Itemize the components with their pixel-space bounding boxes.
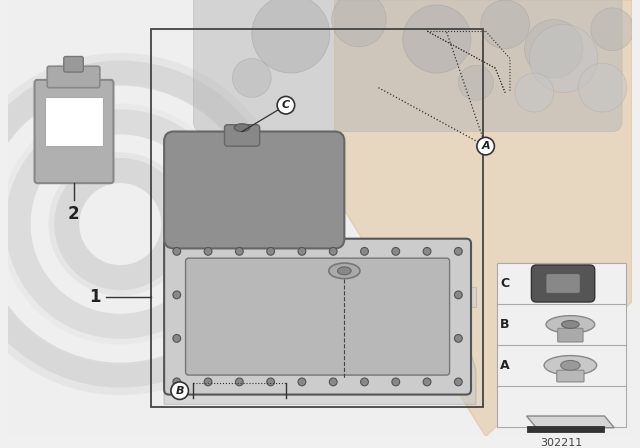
Circle shape (454, 335, 462, 342)
FancyBboxPatch shape (64, 56, 83, 72)
Bar (164, 288, 476, 307)
Ellipse shape (329, 263, 360, 279)
Circle shape (525, 19, 583, 78)
Circle shape (454, 378, 462, 386)
Text: 1: 1 (90, 288, 100, 306)
Ellipse shape (337, 267, 351, 275)
Circle shape (477, 138, 494, 155)
Circle shape (454, 291, 462, 299)
Text: B: B (175, 386, 184, 396)
Circle shape (454, 247, 462, 255)
Circle shape (173, 335, 180, 342)
Circle shape (591, 8, 634, 51)
Polygon shape (527, 416, 614, 428)
FancyBboxPatch shape (225, 125, 260, 146)
Polygon shape (335, 0, 632, 436)
Ellipse shape (561, 361, 580, 370)
Circle shape (267, 247, 275, 255)
FancyBboxPatch shape (557, 328, 583, 342)
Circle shape (360, 247, 369, 255)
FancyBboxPatch shape (546, 274, 580, 293)
Text: C: C (500, 277, 509, 290)
Circle shape (458, 65, 493, 100)
Polygon shape (164, 302, 476, 404)
Circle shape (298, 378, 306, 386)
FancyBboxPatch shape (557, 370, 584, 382)
Text: 2: 2 (68, 205, 79, 223)
Circle shape (236, 247, 243, 255)
FancyBboxPatch shape (35, 80, 113, 183)
Ellipse shape (562, 320, 579, 328)
Circle shape (204, 247, 212, 255)
Circle shape (252, 0, 330, 73)
FancyBboxPatch shape (531, 265, 595, 302)
Ellipse shape (234, 124, 250, 132)
Circle shape (277, 96, 294, 114)
Circle shape (403, 5, 471, 73)
Circle shape (330, 247, 337, 255)
Circle shape (330, 378, 337, 386)
Circle shape (392, 247, 399, 255)
Circle shape (423, 378, 431, 386)
Circle shape (173, 378, 180, 386)
FancyBboxPatch shape (47, 66, 100, 88)
FancyBboxPatch shape (164, 132, 344, 249)
Text: 302211: 302211 (541, 439, 583, 448)
Circle shape (529, 24, 598, 93)
Circle shape (173, 291, 180, 299)
Circle shape (515, 73, 554, 112)
Circle shape (171, 382, 188, 400)
Text: C: C (282, 100, 290, 110)
Bar (152, 29, 483, 407)
Circle shape (236, 378, 243, 386)
Circle shape (578, 63, 627, 112)
Circle shape (173, 247, 180, 255)
Polygon shape (527, 426, 604, 431)
FancyBboxPatch shape (186, 258, 449, 375)
Bar (497, 263, 626, 426)
Ellipse shape (546, 316, 595, 333)
FancyBboxPatch shape (193, 0, 622, 132)
FancyBboxPatch shape (164, 239, 471, 395)
Text: A: A (481, 141, 490, 151)
Circle shape (232, 58, 271, 97)
Circle shape (360, 378, 369, 386)
Text: B: B (500, 318, 510, 331)
Ellipse shape (544, 356, 596, 375)
Text: A: A (500, 359, 510, 372)
Bar (45, 97, 103, 146)
Circle shape (267, 378, 275, 386)
Circle shape (204, 378, 212, 386)
Circle shape (423, 247, 431, 255)
Circle shape (481, 0, 529, 49)
Circle shape (392, 378, 399, 386)
Circle shape (298, 247, 306, 255)
Circle shape (332, 0, 387, 47)
